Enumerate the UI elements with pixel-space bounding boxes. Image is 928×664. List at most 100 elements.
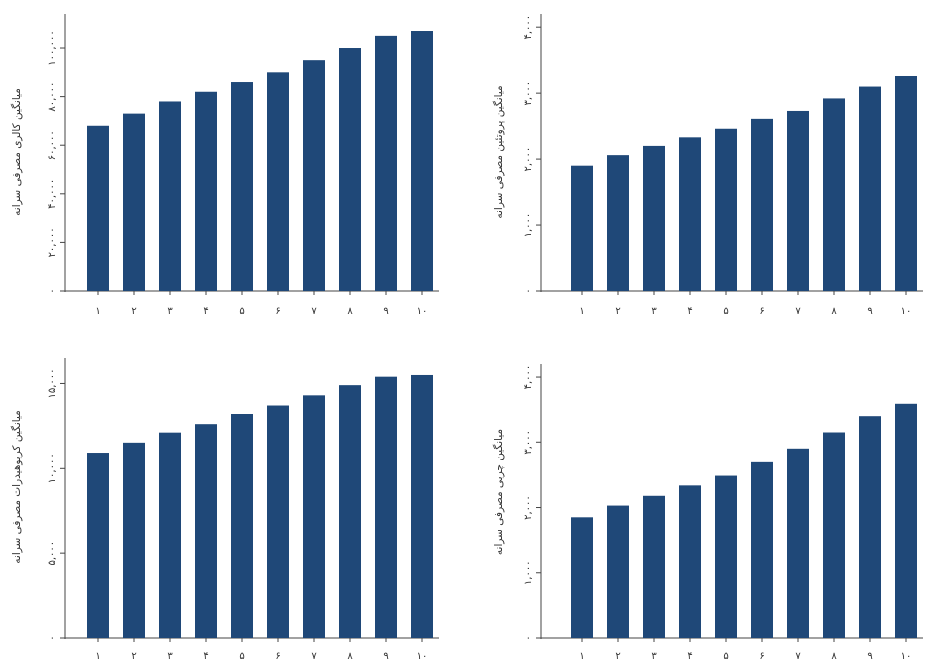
y-axis-label: میانگین چربی مصرفی سرانه bbox=[492, 429, 505, 555]
x-tick-label: ۳ bbox=[167, 651, 173, 662]
x-tick-label: ۴ bbox=[687, 306, 692, 317]
x-tick-label: ۲ bbox=[615, 306, 620, 317]
x-tick-label: ۲ bbox=[615, 651, 620, 662]
bar bbox=[411, 374, 433, 638]
bar bbox=[859, 416, 881, 638]
y-tick-label: ۲۰,۰۰۰ bbox=[47, 227, 58, 257]
chart-calorie: ۰ ۲۰,۰۰۰ ۴۰,۰۰۰ ۶۰,۰۰۰ ۸۰,۰۰۰ ۱۰۰,۰۰۰ ۱ ۲ ۳ ۴ ۵ ۶ ۷ ۸… bbox=[10, 14, 439, 317]
x-tick-label: ۹ bbox=[867, 306, 872, 317]
bar bbox=[643, 145, 665, 291]
x-tick-label: ۳ bbox=[651, 651, 657, 662]
x-tick-label: ۱ bbox=[579, 651, 584, 662]
y-tick-label: ۶۰,۰۰۰ bbox=[47, 130, 58, 160]
bar bbox=[823, 432, 845, 638]
x-tick-label: ۷ bbox=[795, 651, 801, 662]
x-tick-label: ۹ bbox=[383, 306, 388, 317]
y-tick-label: ۳,۰۰۰ bbox=[523, 430, 534, 455]
bar bbox=[339, 48, 361, 291]
bar bbox=[123, 442, 145, 638]
bar bbox=[607, 155, 629, 291]
y-tick-label: ۱,۰۰۰ bbox=[523, 560, 534, 585]
bar bbox=[231, 414, 253, 638]
bar bbox=[159, 432, 181, 638]
x-tick-label: ۱ bbox=[579, 306, 584, 317]
bar bbox=[787, 110, 809, 291]
x-tick-label: ۲ bbox=[131, 651, 136, 662]
y-tick-label: ۳,۰۰۰ bbox=[523, 81, 534, 106]
x-tick-label: ۵ bbox=[723, 306, 728, 317]
bar bbox=[375, 376, 397, 638]
bar bbox=[787, 448, 809, 638]
x-tick-label: ۹ bbox=[383, 651, 388, 662]
x-tick-label: ۱۰ bbox=[417, 651, 428, 662]
x-tick-label: ۳ bbox=[167, 306, 173, 317]
x-tick-label: ۶ bbox=[759, 651, 764, 662]
y-tick-label: ۴,۰۰۰ bbox=[523, 15, 534, 40]
y-axis-label: میانگین کربوهیدرات مصرفی سرانه bbox=[10, 410, 23, 563]
y-tick-label: ۴,۰۰۰ bbox=[523, 365, 534, 390]
bar bbox=[267, 405, 289, 638]
chart-carbohydrate: ۰ ۵,۰۰۰ ۱۰,۰۰۰ ۱۵,۰۰۰ ۱ ۲ ۳ ۴ ۵ ۶ ۷ ۸ ۹ ۱۰ میانگین کرب… bbox=[10, 358, 439, 662]
y-tick-label: ۱۰۰,۰۰۰ bbox=[47, 30, 58, 65]
bar bbox=[195, 91, 217, 291]
y-tick-label: ۲,۰۰۰ bbox=[523, 495, 534, 520]
chart-fat: ۰ ۱,۰۰۰ ۲,۰۰۰ ۳,۰۰۰ ۴,۰۰۰ ۱ ۲ ۳ ۴ ۵ ۶ ۷ ۸ ۹ ۱۰ میانگین … bbox=[492, 364, 923, 662]
y-tick-label: ۰ bbox=[523, 288, 534, 293]
y-tick-label: ۵,۰۰۰ bbox=[47, 541, 58, 566]
x-tick-label: ۷ bbox=[311, 651, 317, 662]
bar bbox=[375, 35, 397, 291]
bar bbox=[231, 82, 253, 291]
y-tick-label: ۰ bbox=[523, 635, 534, 640]
y-tick-label: ۱۰,۰۰۰ bbox=[47, 453, 58, 483]
x-tick-label: ۷ bbox=[311, 306, 317, 317]
y-axis-label: میانگین کالری مصرفی سرانه bbox=[10, 88, 23, 216]
bar bbox=[87, 453, 109, 638]
x-tick-label: ۴ bbox=[687, 651, 692, 662]
bar bbox=[411, 31, 433, 292]
x-tick-label: ۸ bbox=[347, 306, 353, 317]
bar bbox=[607, 505, 629, 638]
x-tick-label: ۲ bbox=[131, 306, 136, 317]
x-tick-label: ۴ bbox=[203, 651, 208, 662]
x-tick-label: ۵ bbox=[239, 651, 244, 662]
bar bbox=[303, 395, 325, 638]
x-tick-label: ۵ bbox=[723, 651, 728, 662]
y-tick-label: ۰ bbox=[47, 288, 58, 293]
y-tick-label: ۱,۰۰۰ bbox=[523, 213, 534, 238]
x-tick-label: ۳ bbox=[651, 306, 657, 317]
x-tick-label: ۶ bbox=[275, 306, 280, 317]
x-tick-label: ۶ bbox=[275, 651, 280, 662]
y-tick-label: ۱۵,۰۰۰ bbox=[47, 368, 58, 398]
y-tick-label: ۴۰,۰۰۰ bbox=[47, 179, 58, 209]
x-tick-label: ۹ bbox=[867, 651, 872, 662]
bar bbox=[751, 118, 773, 291]
bar bbox=[895, 75, 917, 291]
chart-protein: ۰ ۱,۰۰۰ ۲,۰۰۰ ۳,۰۰۰ ۴,۰۰۰ ۱ ۲ ۳ ۴ ۵ ۶ ۷ ۸ ۹ ۱۰ میانگین … bbox=[492, 14, 923, 317]
bar bbox=[751, 461, 773, 638]
bar bbox=[87, 125, 109, 291]
bar bbox=[195, 424, 217, 638]
x-tick-label: ۱۰ bbox=[901, 306, 912, 317]
x-tick-label: ۱ bbox=[95, 306, 100, 317]
x-tick-label: ۱۰ bbox=[901, 651, 912, 662]
bar bbox=[571, 165, 593, 291]
bar bbox=[159, 101, 181, 291]
bar bbox=[679, 137, 701, 291]
bar bbox=[679, 485, 701, 638]
x-tick-label: ۷ bbox=[795, 306, 801, 317]
x-tick-label: ۱ bbox=[95, 651, 100, 662]
bar bbox=[643, 495, 665, 638]
x-tick-label: ۸ bbox=[347, 651, 353, 662]
y-axis-label: میانگین پروتئین مصرفی سرانه bbox=[492, 85, 505, 218]
bar bbox=[715, 475, 737, 638]
x-tick-label: ۵ bbox=[239, 306, 244, 317]
y-tick-label: ۸۰,۰۰۰ bbox=[47, 82, 58, 112]
bar bbox=[895, 403, 917, 638]
y-tick-label: ۲,۰۰۰ bbox=[523, 147, 534, 172]
bar bbox=[823, 98, 845, 292]
bar bbox=[123, 113, 145, 292]
x-tick-label: ۶ bbox=[759, 306, 764, 317]
bar bbox=[267, 72, 289, 291]
bar bbox=[303, 60, 325, 291]
